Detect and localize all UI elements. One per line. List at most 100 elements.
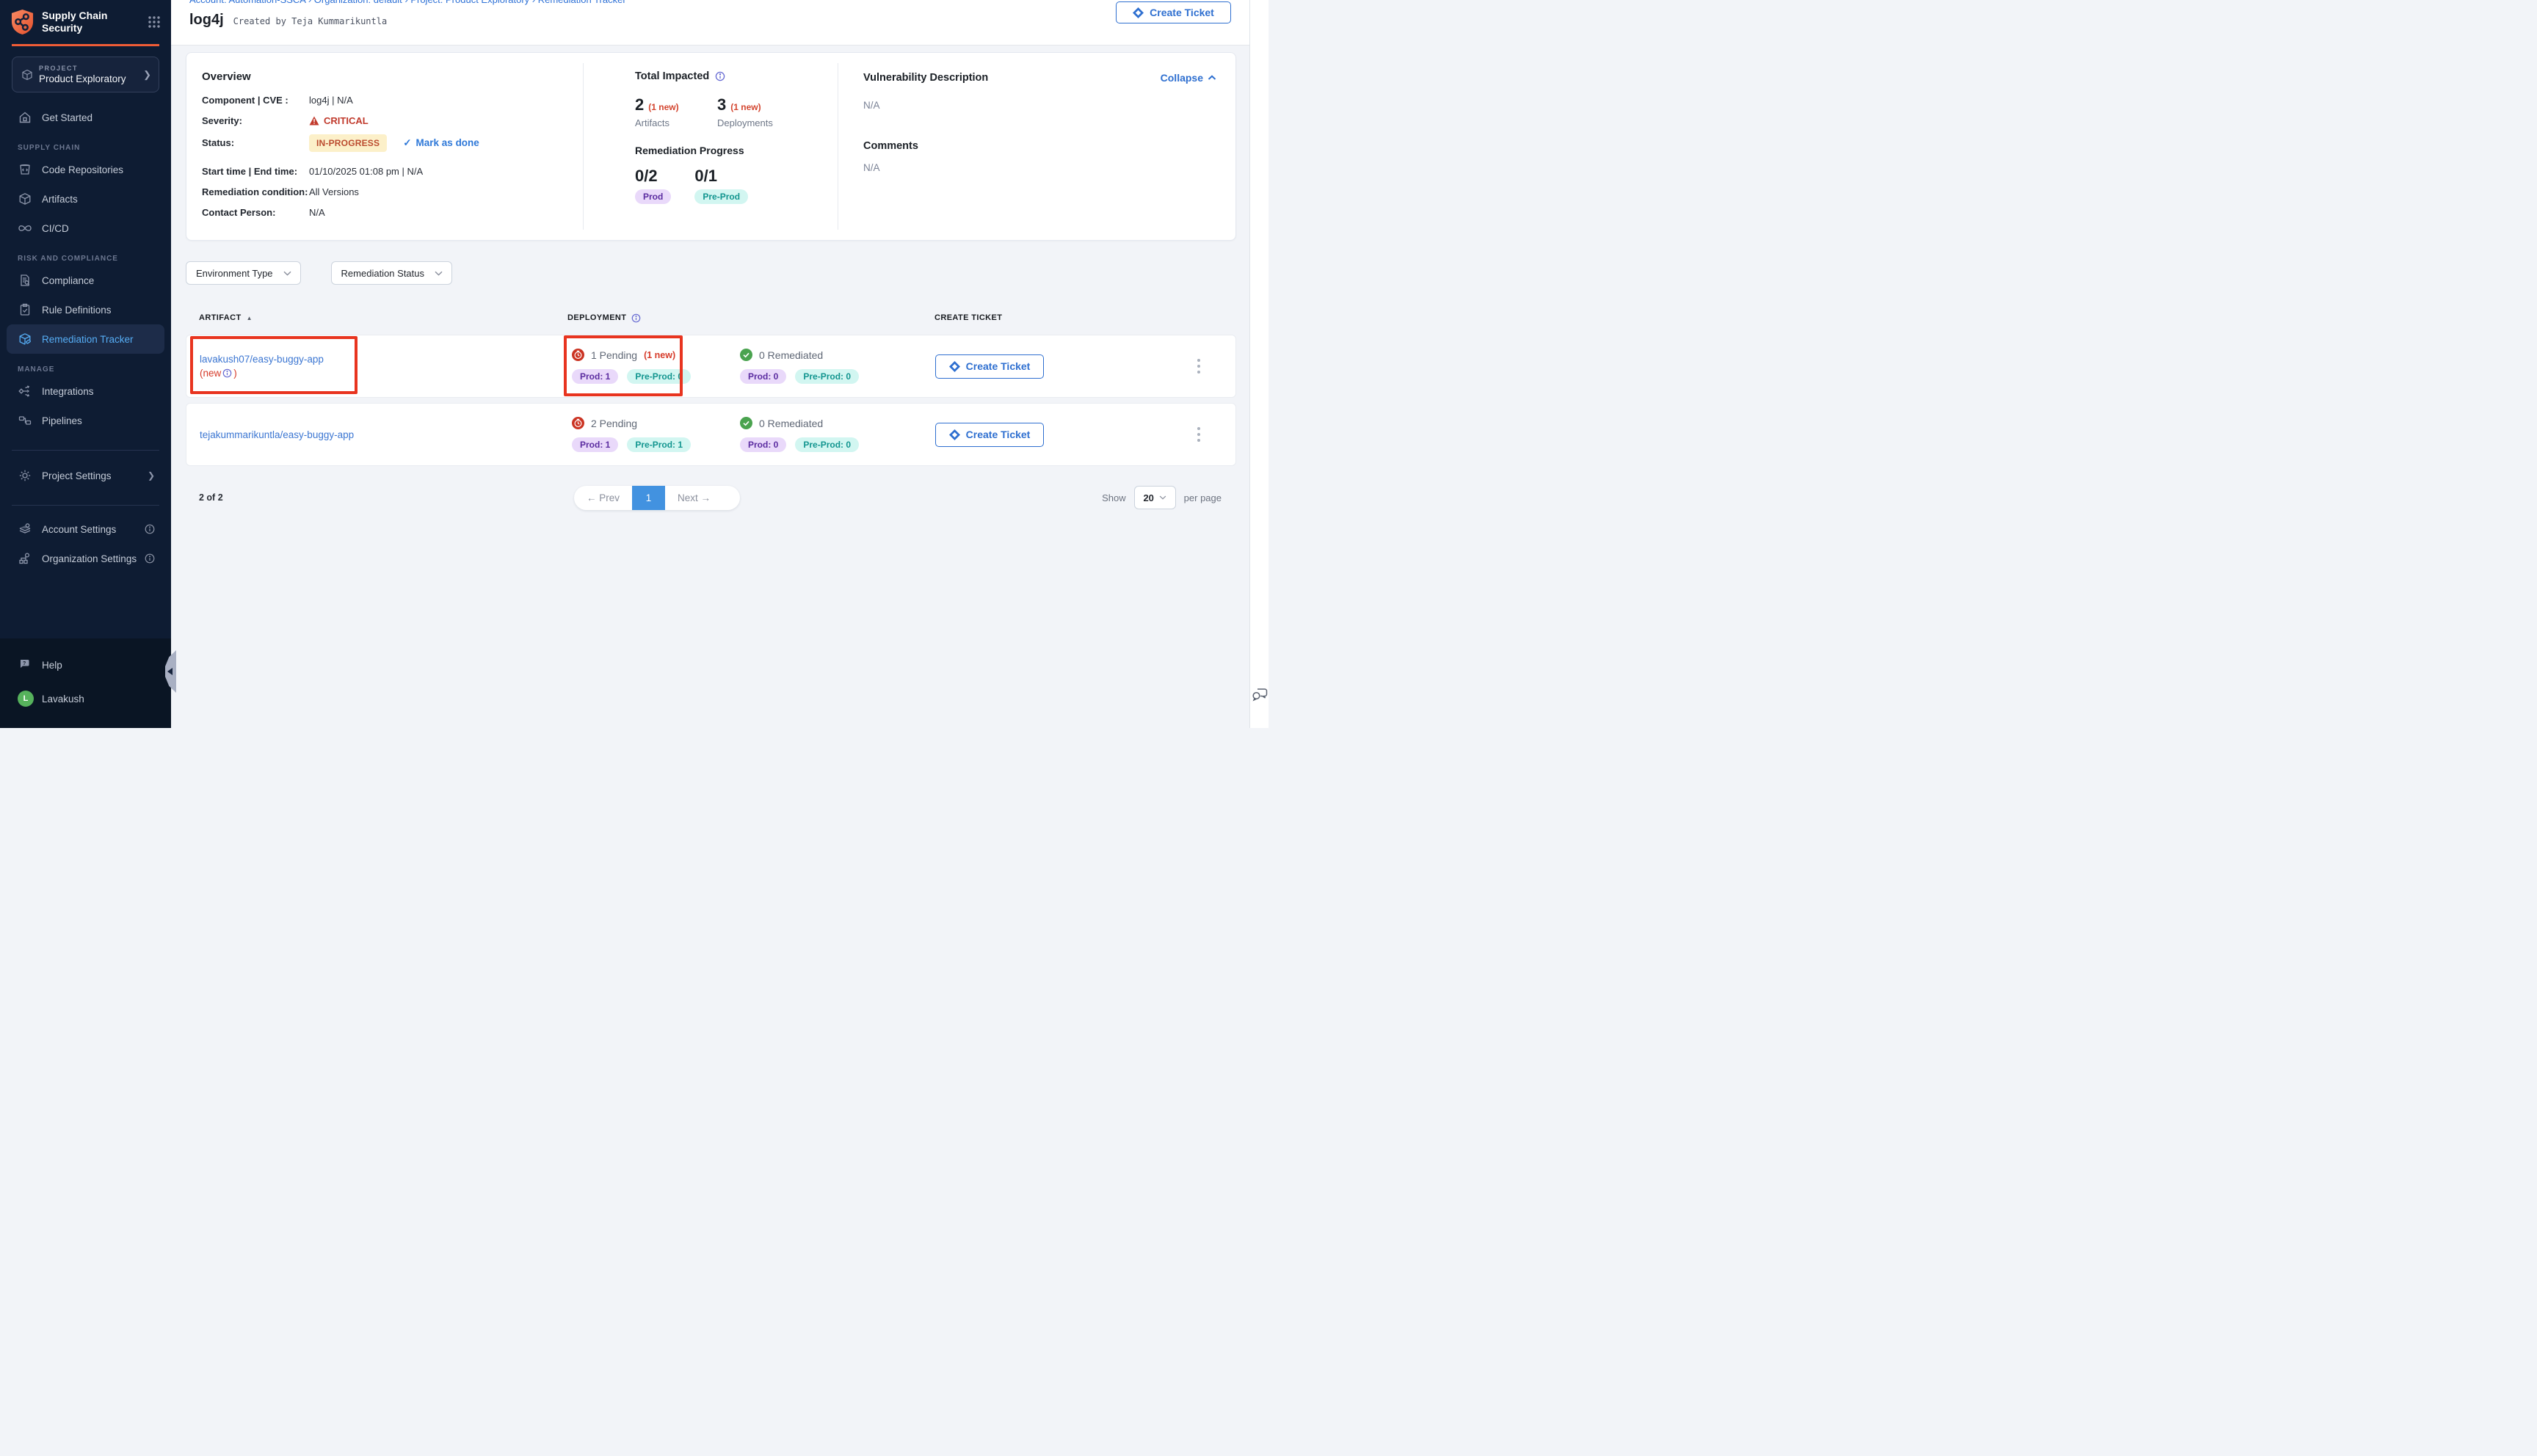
chevron-right-icon: ❯ — [147, 470, 155, 481]
sidebar-item-label: Artifacts — [42, 193, 78, 205]
deployments-stat-label: Deployments — [717, 117, 773, 128]
project-label: PROJECT — [39, 65, 79, 72]
ticket-diamond-icon — [948, 429, 960, 440]
sidebar-item-artifacts[interactable]: Artifacts — [0, 184, 171, 214]
info-icon[interactable] — [715, 71, 725, 81]
pagination-summary: 2 of 2 — [199, 492, 223, 503]
row-menu-icon[interactable] — [1197, 427, 1200, 442]
contact-label: Contact Person: — [202, 206, 276, 218]
sidebar-item-pipelines[interactable]: Pipelines — [0, 406, 171, 435]
info-icon[interactable] — [145, 553, 155, 564]
prev-page-button[interactable]: ← Prev — [587, 492, 620, 503]
app-switcher-grid-icon[interactable] — [148, 15, 161, 29]
total-impacted-heading: Total Impacted — [635, 70, 710, 82]
sort-asc-icon[interactable]: ▲ — [246, 314, 253, 321]
preprod-count-badge: Pre-Prod: 1 — [627, 437, 692, 452]
status-badge: IN-PROGRESS — [309, 134, 388, 152]
deployment-column-header: DEPLOYMENT — [567, 313, 627, 322]
page-number-button[interactable]: 1 — [632, 485, 666, 510]
condition-value: All Versions — [309, 186, 359, 197]
info-icon[interactable] — [145, 524, 155, 534]
chevron-down-icon — [1159, 495, 1166, 500]
page-size-value: 20 — [1143, 492, 1154, 503]
table-row: tejakummarikuntla/easy-buggy-app 2 Pendi… — [186, 403, 1236, 466]
page-size-select[interactable]: 20 — [1133, 486, 1176, 509]
collapse-button[interactable]: Collapse — [1161, 72, 1216, 84]
sidebar-item-remediation-tracker[interactable]: Remediation Tracker — [7, 324, 164, 354]
accent-divider — [12, 44, 159, 46]
info-icon[interactable] — [222, 368, 232, 378]
warning-triangle-icon — [309, 116, 319, 125]
help-button[interactable]: ? Help — [0, 653, 171, 677]
check-icon: ✓ — [403, 136, 412, 148]
prod-count-badge: Prod: 0 — [740, 437, 787, 452]
artifacts-count: 2 — [635, 95, 645, 114]
info-icon[interactable] — [631, 313, 641, 323]
chat-bubbles-icon[interactable] — [1252, 687, 1268, 702]
artifact-column-header[interactable]: ARTIFACT — [199, 313, 242, 322]
create-ticket-row-button[interactable]: Create Ticket — [935, 422, 1044, 447]
filters-row: Environment Type Remediation Status — [186, 261, 1236, 285]
logo-row: Supply Chain Security — [0, 0, 171, 43]
sidebar-item-label: Pipelines — [42, 415, 82, 426]
environment-type-filter[interactable]: Environment Type — [186, 261, 301, 285]
create-ticket-button[interactable]: Create Ticket — [1116, 1, 1231, 23]
cube-icon — [22, 69, 32, 80]
user-name: Lavakush — [42, 693, 84, 705]
sidebar-item-code-repositories[interactable]: Code Repositories — [0, 155, 171, 184]
component-value: log4j | N/A — [309, 94, 353, 106]
overview-section: Overview Component | CVE : log4j | N/A S… — [202, 53, 573, 226]
vulnerability-section: Vulnerability Description Collapse N/A C… — [863, 53, 1216, 173]
artifact-link[interactable]: lavakush07/easy-buggy-app — [200, 354, 324, 365]
breadcrumb[interactable]: Account: Automation-SSCA › Organization:… — [189, 0, 626, 5]
remediated-check-icon — [740, 417, 752, 429]
sidebar-item-integrations[interactable]: Integrations — [0, 376, 171, 406]
layers-gear-icon — [18, 522, 32, 536]
user-menu[interactable]: L Lavakush — [0, 684, 171, 713]
sidebar-item-label: Remediation Tracker — [42, 333, 134, 345]
artifact-link[interactable]: tejakummarikuntla/easy-buggy-app — [200, 429, 355, 440]
sidebar: Supply Chain Security PROJECT Product Ex… — [0, 0, 171, 728]
cube-icon — [18, 192, 32, 206]
create-ticket-label: Create Ticket — [965, 360, 1031, 372]
overview-heading: Overview — [202, 70, 251, 83]
component-label: Component | CVE : — [202, 94, 288, 106]
row-menu-icon[interactable] — [1197, 359, 1200, 374]
sidebar-item-rule-definitions[interactable]: Rule Definitions — [0, 295, 171, 324]
divider — [12, 505, 159, 506]
pipelines-icon — [18, 413, 32, 428]
divider — [12, 450, 159, 451]
next-page-button[interactable]: Next → — [678, 492, 711, 503]
create-ticket-row-button[interactable]: Create Ticket — [935, 354, 1044, 379]
condition-label: Remediation condition: — [202, 186, 308, 197]
pagination: 2 of 2 ← Prev 1 Next → Show 20 per page — [186, 485, 1236, 510]
mark-as-done-button[interactable]: ✓ Mark as done — [403, 137, 479, 149]
remediated-check-icon — [740, 349, 752, 361]
sidebar-item-label: CI/CD — [42, 222, 69, 234]
status-label: Status: — [202, 137, 235, 148]
sidebar-item-account-settings[interactable]: Account Settings — [0, 514, 171, 544]
remediation-status-filter[interactable]: Remediation Status — [330, 261, 452, 285]
pending-new-count: (1 new) — [644, 349, 676, 360]
sidebar-item-organization-settings[interactable]: Organization Settings — [0, 544, 171, 573]
create-ticket-label: Create Ticket — [1150, 7, 1214, 18]
chevron-right-icon: ❯ — [143, 68, 151, 80]
chevron-down-icon — [283, 271, 291, 276]
sidebar-item-label: Project Settings — [42, 470, 112, 481]
sidebar-item-project-settings[interactable]: Project Settings ❯ — [0, 461, 171, 490]
project-selector[interactable]: PROJECT Product Exploratory ❯ — [12, 57, 159, 92]
sidebar-item-get-started[interactable]: Get Started — [0, 103, 171, 132]
sidebar-item-label: Compliance — [42, 274, 95, 286]
page-body: Overview Component | CVE : log4j | N/A S… — [171, 46, 1249, 728]
remediated-count: 0 Remediated — [759, 417, 824, 429]
org-chart-gear-icon — [18, 551, 32, 566]
sidebar-item-label: Integrations — [42, 385, 94, 397]
sidebar-collapse-handle[interactable] — [165, 650, 176, 693]
clipboard-check-icon — [18, 302, 32, 317]
per-page-label: per page — [1183, 492, 1222, 503]
sidebar-item-compliance[interactable]: Compliance — [0, 266, 171, 295]
sidebar-item-cicd[interactable]: CI/CD — [0, 214, 171, 243]
artifacts-new-count: (1 new) — [648, 102, 679, 112]
ticket-diamond-icon — [1133, 7, 1144, 18]
collapse-label: Collapse — [1160, 72, 1203, 84]
